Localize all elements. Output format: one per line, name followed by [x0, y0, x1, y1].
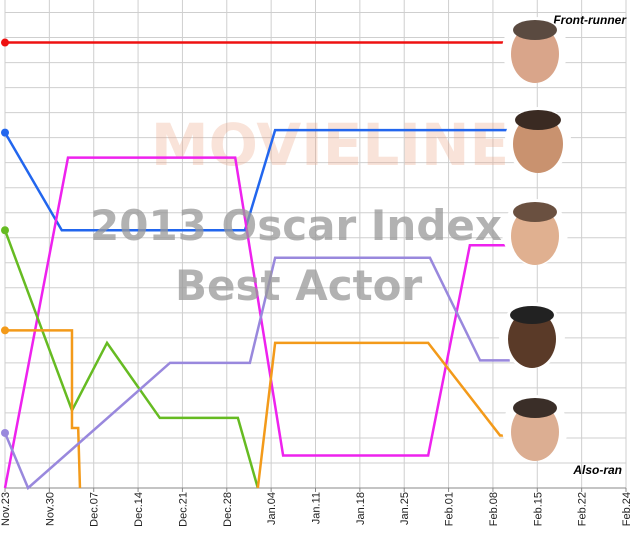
portrait	[502, 17, 568, 83]
chart-title: 2013 Oscar Index	[90, 201, 502, 250]
x-tick-label: Feb.15	[532, 492, 544, 526]
x-tick-label: Jan.25	[399, 492, 411, 525]
portrait	[502, 395, 568, 461]
x-tick-label: Feb.01	[444, 492, 456, 526]
x-tick-label: Jan.04	[266, 492, 278, 525]
start-point	[1, 226, 9, 235]
portrait	[502, 199, 568, 265]
annotation: Front-runner	[553, 13, 627, 27]
chart-subtitle: Best Actor	[175, 261, 423, 310]
series-line	[256, 341, 510, 489]
x-tick-label: Dec.14	[133, 492, 145, 527]
x-tick-label: Feb.24	[621, 492, 630, 526]
series-line	[3, 256, 510, 491]
series-line	[3, 156, 510, 489]
start-point	[1, 428, 9, 437]
x-tick-label: Nov.30	[44, 492, 56, 526]
portraits	[499, 17, 571, 461]
x-tick-label: Nov.23	[0, 492, 12, 526]
series-line	[3, 128, 510, 232]
lines	[1, 38, 511, 491]
portrait	[505, 107, 571, 173]
x-tick-label: Jan.11	[311, 492, 323, 524]
x-tick-label: Dec.07	[89, 492, 101, 527]
x-tick-label: Jan.18	[355, 492, 367, 525]
start-point	[1, 38, 9, 47]
portrait	[499, 302, 565, 368]
series-line	[3, 229, 260, 489]
x-tick-label: Feb.22	[577, 492, 589, 526]
x-tick-label: Dec.21	[177, 492, 189, 527]
x-tick-label: Feb.08	[488, 492, 500, 526]
annotation: Also-ran	[572, 463, 622, 477]
watermark: MOVIELINE	[151, 111, 509, 179]
x-tick-label: Dec.28	[222, 492, 234, 527]
series-line	[5, 329, 82, 489]
start-point	[1, 326, 9, 335]
start-point	[1, 128, 9, 137]
